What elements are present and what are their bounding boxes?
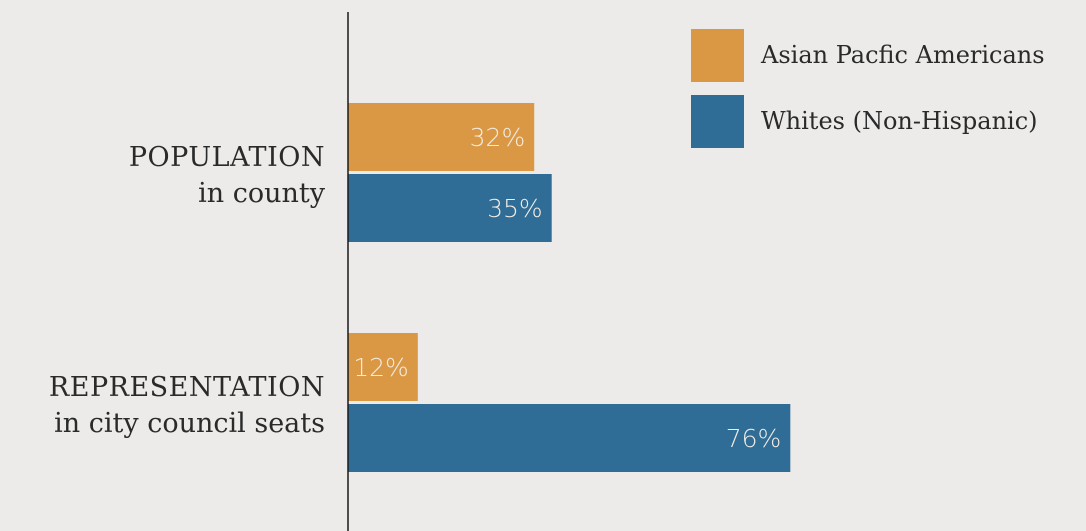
- category-subtitle-1: in city council seats: [54, 408, 325, 439]
- bars-layer: 32% 35% 12% 76%: [348, 103, 791, 472]
- bar-population-whites-non-hispanic: [348, 174, 552, 242]
- legend: Asian Pacfic Americans Whites (Non-Hispan…: [691, 29, 1045, 148]
- legend-label-whites-non-hispanic: Whites (Non-Hispanic): [761, 107, 1038, 135]
- data-label-population-asian-pacfic-americans: 32%: [470, 123, 526, 152]
- category-labels: POPULATION in county REPRESENTATION in city…: [49, 142, 326, 439]
- legend-label-asian-pacfic-americans: Asian Pacfic Americans: [760, 41, 1045, 69]
- legend-swatch-asian-pacfic-americans: [691, 29, 744, 82]
- legend-swatch-whites-non-hispanic: [691, 95, 744, 148]
- bar-population-asian-pacfic-americans: [348, 103, 535, 171]
- category-subtitle-0: in county: [198, 178, 326, 209]
- category-title-1: REPRESENTATION: [49, 372, 325, 403]
- data-label-representation-asian-pacfic-americans: 12%: [353, 353, 409, 382]
- data-label-representation-whites-non-hispanic: 76%: [726, 424, 782, 453]
- bar-representation-asian-pacfic-americans: [348, 333, 418, 401]
- category-title-0: POPULATION: [129, 142, 325, 173]
- data-label-population-whites-non-hispanic: 35%: [487, 194, 543, 223]
- bar-representation-whites-non-hispanic: [348, 404, 791, 472]
